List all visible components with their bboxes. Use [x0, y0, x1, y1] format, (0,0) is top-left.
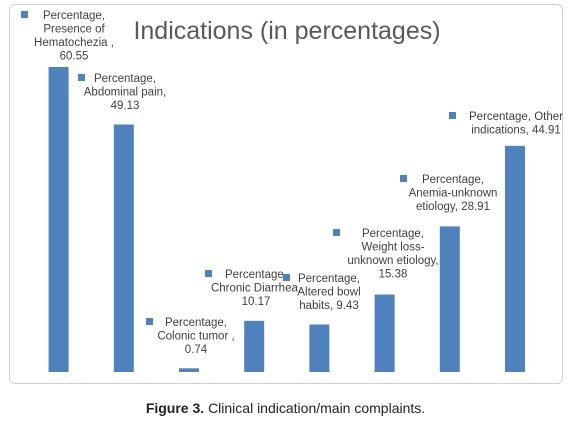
bars-group	[48, 67, 525, 372]
chart-frame	[9, 4, 563, 384]
data-label-line: Percentage,	[422, 174, 484, 186]
data-label-line: Percentage,	[225, 269, 287, 281]
data-label-6: Percentage, Weight loss-unknown etiology,…	[347, 228, 438, 281]
data-label-line: Percentage,	[43, 10, 105, 22]
data-label-line: Percentage, Other	[469, 111, 563, 123]
data-label-8: Percentage, Other indications, 44.91	[469, 111, 563, 137]
data-label-1: Percentage, Presence of Hematochezia , 60.5…	[34, 10, 114, 63]
data-label-marker-1	[21, 11, 28, 18]
data-label-line: Altered bowl	[297, 287, 360, 299]
data-label-marker-4	[205, 270, 212, 277]
data-label-line: habits, 9.43	[299, 300, 358, 312]
data-label-marker-5	[283, 274, 290, 281]
figure-caption-label: Figure 3.	[145, 400, 205, 416]
figure-caption: Figure 3. Clinical indication/main compl…	[0, 400, 571, 416]
chart-title: Indications (in percentages)	[133, 17, 440, 45]
data-label-marker-3	[146, 318, 153, 325]
data-label-marker-8	[449, 112, 456, 119]
bar-1	[48, 67, 69, 372]
bar-7	[439, 226, 460, 372]
bar-4	[244, 320, 265, 372]
data-label-line: Percentage,	[94, 73, 156, 85]
data-label-5: Percentage, Altered bowl habits, 9.43	[297, 273, 360, 312]
data-label-line: 60.55	[60, 51, 89, 63]
indications-bar-chart: Indications (in percentages) Percentage,…	[21, 10, 563, 372]
data-label-2: Percentage, Abdominal pain, 49.13	[84, 73, 166, 112]
data-label-line: 10.17	[242, 296, 271, 308]
data-label-4: Percentage, Chronic Diarrhea, 10.17	[211, 269, 301, 308]
data-label-line: Hematochezia ,	[34, 37, 114, 49]
bar-3	[179, 368, 199, 372]
data-label-line: Percentage,	[165, 317, 227, 329]
data-label-line: Anemia-unknown	[409, 188, 498, 200]
bar-2	[113, 124, 134, 372]
bar-6	[374, 294, 395, 372]
data-label-3: Percentage, Colonic tumor , 0.74	[157, 317, 234, 356]
data-label-line: Abdominal pain,	[84, 87, 166, 99]
data-label-marker-6	[333, 229, 340, 236]
data-label-line: etiology, 28.91	[416, 201, 490, 213]
data-label-marker-2	[78, 74, 85, 81]
data-label-7: Percentage, Anemia-unknown etiology, 28.91	[409, 174, 498, 213]
data-label-line: 15.38	[379, 269, 408, 281]
data-label-line: 0.74	[185, 344, 208, 356]
data-label-line: Percentage,	[298, 273, 360, 285]
data-label-line: unknown etiology,	[347, 255, 438, 267]
data-label-line: Presence of	[43, 24, 105, 36]
bar-8	[505, 145, 525, 372]
data-label-line: indications, 44.91	[471, 125, 561, 137]
data-label-line: Chronic Diarrhea,	[211, 283, 301, 295]
data-label-line: Percentage,	[362, 228, 424, 240]
data-label-marker-7	[400, 175, 407, 182]
data-label-line: Colonic tumor ,	[157, 331, 234, 343]
data-label-line: 49.13	[111, 100, 140, 112]
data-label-line: Weight loss-	[361, 242, 424, 254]
data-labels-group: Percentage, Presence of Hematochezia , 60.5…	[21, 10, 563, 356]
bar-5	[309, 324, 330, 372]
figure-caption-text: Clinical indication/main complaints.	[208, 400, 426, 416]
